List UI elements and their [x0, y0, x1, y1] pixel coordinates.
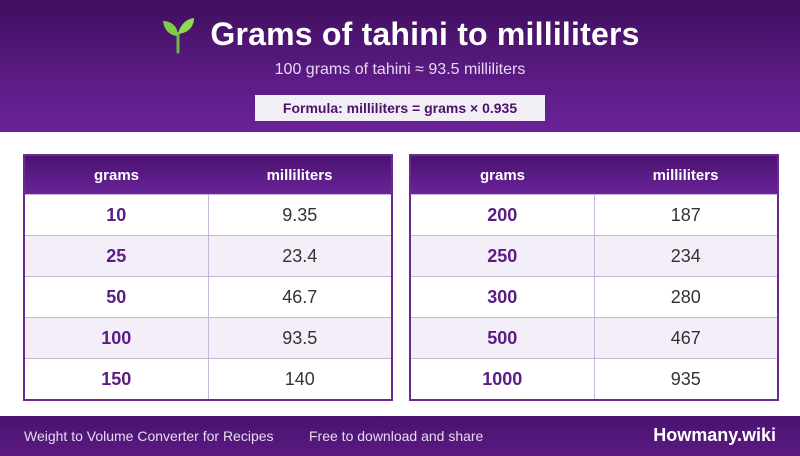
table-row: 150 140 — [25, 358, 391, 399]
grams-cell: 25 — [25, 236, 209, 276]
title-row: Grams of tahini to milliliters — [0, 14, 800, 54]
column-header-milliliters: milliliters — [266, 166, 333, 184]
table-row: 50 46.7 — [25, 276, 391, 317]
milliliters-cell: 93.5 — [282, 327, 318, 348]
table-row: 25 23.4 — [25, 235, 391, 276]
subtitle: 100 grams of tahini ≈ 93.5 milliliters — [274, 61, 526, 78]
table-header: grams milliliters — [25, 156, 391, 194]
table-header: grams milliliters — [411, 156, 777, 194]
grams-cell: 100 — [25, 318, 209, 358]
table-row: 250 234 — [411, 235, 777, 276]
seedling-icon — [160, 14, 196, 54]
table-row: 300 280 — [411, 276, 777, 317]
milliliters-cell: 234 — [670, 245, 701, 266]
table-row: 200 187 — [411, 194, 777, 235]
grams-cell: 1000 — [411, 359, 595, 399]
milliliters-cell: 280 — [670, 286, 701, 307]
milliliters-cell: 9.35 — [282, 204, 318, 225]
milliliters-cell: 467 — [670, 327, 701, 348]
brand-link[interactable]: Howmany.wiki — [653, 425, 776, 445]
grams-cell: 500 — [411, 318, 595, 358]
milliliters-cell: 935 — [670, 368, 701, 389]
table-row: 100 93.5 — [25, 317, 391, 358]
milliliters-cell: 46.7 — [282, 286, 318, 307]
column-header-grams: grams — [479, 166, 526, 184]
grams-cell: 150 — [25, 359, 209, 399]
table-row: 500 467 — [411, 317, 777, 358]
formula-box: Formula: milliliters = grams × 0.935 — [255, 95, 545, 121]
column-header-milliliters: milliliters — [652, 166, 719, 184]
conversion-table-left: grams milliliters 10 9.35 25 23.4 50 46.… — [23, 154, 393, 401]
header-banner: Grams of tahini to milliliters 100 grams… — [0, 0, 800, 132]
footer-bar: Weight to Volume Converter for Recipes F… — [0, 416, 800, 456]
grams-cell: 50 — [25, 277, 209, 317]
page-title: Grams of tahini to milliliters — [210, 15, 640, 52]
grams-cell: 250 — [411, 236, 595, 276]
column-header-grams: grams — [93, 166, 140, 184]
grams-cell: 300 — [411, 277, 595, 317]
footer-share-note: Free to download and share — [309, 428, 484, 444]
grams-cell: 200 — [411, 195, 595, 235]
conversion-table-right: grams milliliters 200 187 250 234 300 28… — [409, 154, 779, 401]
table-row: 1000 935 — [411, 358, 777, 399]
milliliters-cell: 23.4 — [282, 245, 318, 266]
grams-cell: 10 — [25, 195, 209, 235]
footer-tagline: Weight to Volume Converter for Recipes — [24, 428, 274, 444]
milliliters-cell: 187 — [670, 204, 701, 225]
table-row: 10 9.35 — [25, 194, 391, 235]
milliliters-cell: 140 — [284, 368, 315, 389]
